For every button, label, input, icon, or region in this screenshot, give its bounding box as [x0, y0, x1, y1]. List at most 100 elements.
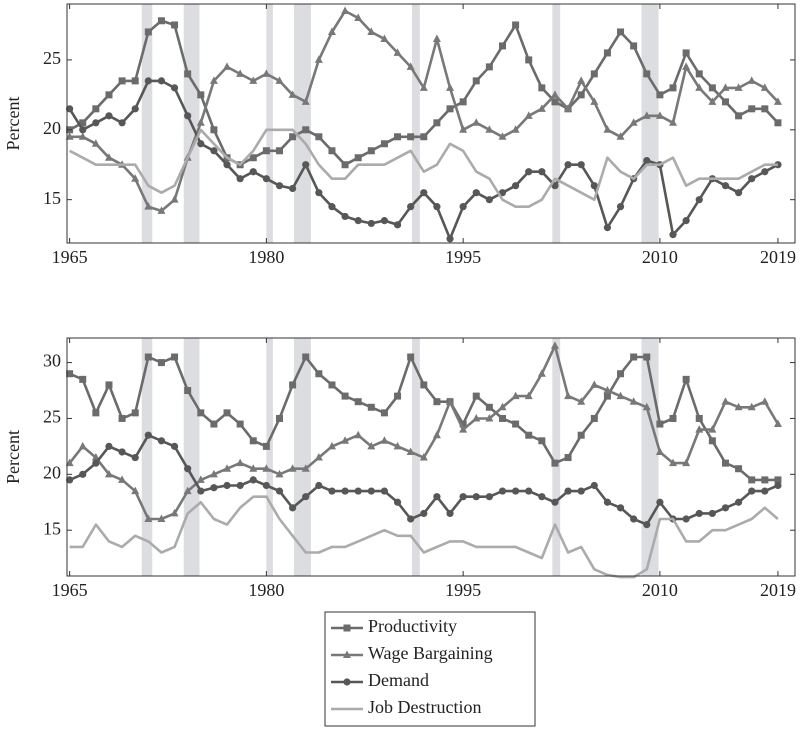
marker-triangle [498, 132, 507, 140]
y-axis-label: Percent [3, 97, 23, 151]
marker-triangle [354, 13, 363, 21]
marker-triangle [603, 386, 612, 394]
marker-triangle [773, 97, 782, 105]
marker-triangle [183, 486, 192, 495]
marker-circle [236, 481, 244, 490]
marker-triangle [590, 97, 599, 105]
marker-triangle [380, 436, 389, 444]
marker-circle [748, 175, 756, 183]
panel: 1965 1980 1995 2010 2019 15 20 25 Percent [3, 3, 796, 267]
marker-triangle [655, 447, 664, 455]
marker-circle [708, 509, 716, 518]
marker-circle [354, 487, 362, 495]
marker-circle [343, 678, 351, 686]
marker-circle [210, 147, 218, 155]
y-tick-label: 25 [43, 48, 61, 68]
marker-triangle [485, 413, 494, 422]
marker-square [656, 91, 664, 99]
marker-square [708, 84, 716, 92]
marker-triangle [590, 380, 599, 388]
marker-triangle [249, 76, 258, 84]
marker-square [315, 133, 323, 141]
shaded-period [266, 338, 273, 576]
marker-circle [131, 105, 139, 113]
marker-circle [157, 437, 166, 445]
marker-circle [144, 431, 152, 439]
marker-triangle [196, 118, 205, 126]
marker-triangle [537, 104, 546, 112]
marker-square [92, 409, 100, 417]
marker-triangle [734, 402, 743, 411]
marker-circle [420, 189, 428, 197]
marker-square [721, 459, 729, 467]
marker-circle [197, 140, 205, 148]
marker-square [748, 105, 756, 113]
marker-triangle [629, 118, 638, 126]
y-tick-label: 20 [43, 118, 61, 138]
shaded-period [552, 338, 561, 576]
marker-circle [92, 459, 100, 467]
marker-circle [525, 487, 533, 495]
marker-circle [498, 487, 507, 495]
marker-square [171, 21, 179, 29]
marker-square [525, 56, 533, 64]
x-tick-label: 1965 [52, 247, 88, 267]
y-tick-label: 20 [43, 462, 61, 482]
shaded-period [183, 338, 200, 576]
marker-circle [315, 481, 323, 490]
marker-triangle [275, 469, 284, 478]
marker-triangle [564, 391, 573, 400]
marker-square [577, 91, 585, 99]
marker-circle [407, 203, 415, 211]
marker-circle [564, 487, 572, 495]
marker-triangle [65, 132, 74, 140]
marker-circle [564, 161, 572, 169]
marker-triangle [314, 453, 323, 461]
marker-triangle [524, 111, 533, 119]
marker-square [551, 98, 559, 106]
marker-triangle [550, 341, 559, 349]
marker-triangle [262, 69, 271, 77]
marker-circle [472, 493, 480, 501]
marker-square [761, 476, 769, 484]
marker-square [394, 133, 402, 141]
marker-triangle [367, 27, 376, 35]
marker-circle [420, 509, 428, 518]
marker-square [157, 17, 165, 25]
legend-label: Wage Bargaining [368, 643, 493, 663]
marker-square [761, 105, 769, 113]
marker-square [394, 392, 402, 400]
marker-circle [616, 504, 625, 512]
marker-triangle [196, 475, 205, 483]
marker-triangle [760, 397, 769, 405]
x-tick-label: 2010 [642, 247, 678, 267]
marker-circle [512, 487, 520, 495]
marker-square [118, 77, 126, 85]
marker-circle [603, 224, 612, 232]
marker-square [512, 420, 520, 428]
marker-circle [393, 498, 402, 506]
marker-triangle [209, 469, 218, 478]
marker-triangle [406, 62, 415, 70]
marker-triangle [629, 397, 638, 405]
marker-circle [262, 175, 270, 183]
marker-triangle [695, 425, 704, 433]
marker-square [407, 353, 415, 361]
marker-square [407, 133, 415, 141]
marker-square [538, 437, 546, 445]
marker-square [262, 442, 270, 450]
marker-triangle [642, 402, 651, 411]
marker-square [184, 387, 192, 395]
marker-square [498, 42, 506, 50]
marker-circle [341, 487, 349, 495]
x-tick-label: 2010 [642, 580, 678, 600]
marker-triangle [708, 97, 717, 105]
marker-square [472, 392, 480, 400]
marker-square [630, 353, 638, 361]
marker-triangle [131, 174, 140, 182]
marker-square [433, 119, 441, 127]
marker-triangle [91, 139, 100, 147]
series-line [68, 128, 778, 208]
marker-square [708, 437, 716, 445]
marker-square [617, 370, 625, 378]
